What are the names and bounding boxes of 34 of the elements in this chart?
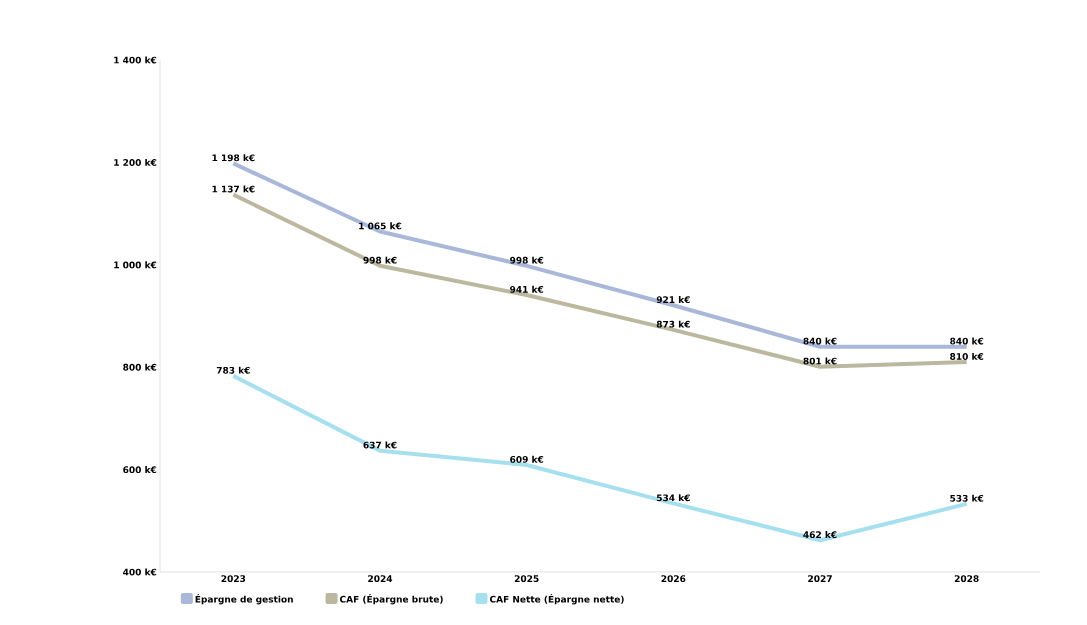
y-tick-label: 600 k€ [123, 466, 157, 474]
data-label: 609 k€ [510, 455, 544, 463]
y-tick-label: 800 k€ [123, 363, 157, 371]
y-tick-label: 1 000 k€ [114, 261, 157, 269]
data-label: 783 k€ [216, 366, 250, 374]
legend-label: CAF Nette (Épargne nette) [489, 594, 624, 605]
data-label: 941 k€ [510, 285, 544, 293]
data-label: 840 k€ [803, 337, 837, 345]
data-label: 801 k€ [803, 357, 837, 365]
x-tick-label: 2028 [954, 575, 979, 583]
y-tick-label: 1 200 k€ [114, 158, 157, 166]
data-label: 637 k€ [363, 441, 397, 449]
data-label: 921 k€ [656, 296, 690, 304]
x-tick-label: 2025 [514, 575, 539, 583]
x-tick-label: 2027 [808, 575, 832, 583]
y-tick-label: 1 400 k€ [114, 56, 157, 64]
data-label: 533 k€ [950, 494, 984, 502]
data-label: 1 065 k€ [359, 222, 402, 230]
data-label: 998 k€ [510, 256, 544, 264]
data-label: 810 k€ [950, 352, 984, 360]
data-label: 998 k€ [363, 256, 397, 264]
legend-label: Épargne de gestion [195, 594, 293, 605]
data-label: 534 k€ [656, 494, 690, 502]
data-label: 1 137 k€ [212, 185, 255, 193]
x-tick-label: 2026 [661, 575, 686, 583]
data-label: 462 k€ [803, 531, 837, 539]
y-tick-label: 400 k€ [123, 568, 157, 576]
data-label: 1 198 k€ [212, 154, 255, 162]
line-series [231, 373, 969, 543]
legend-label: CAF (Épargne brute) [340, 594, 443, 605]
x-tick-label: 2024 [368, 575, 393, 583]
x-tick-label: 2023 [221, 575, 246, 583]
data-label: 840 k€ [950, 337, 984, 345]
data-label: 873 k€ [656, 320, 690, 328]
